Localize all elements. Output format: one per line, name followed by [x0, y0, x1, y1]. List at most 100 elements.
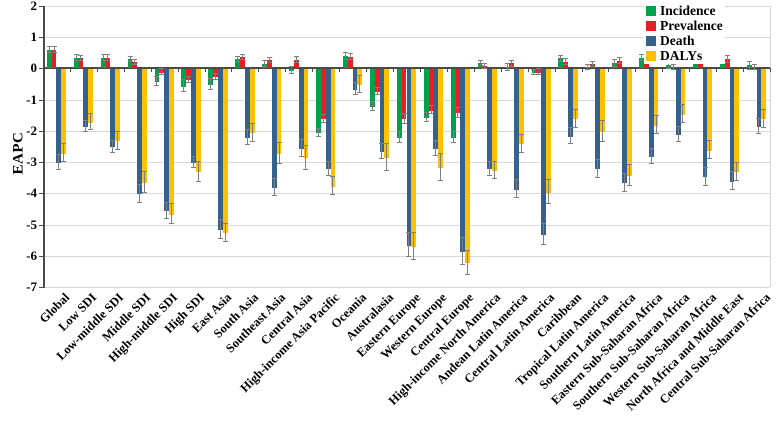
bar-incidence-1 — [73, 57, 79, 69]
error-bar — [612, 59, 618, 67]
error-bar — [110, 140, 116, 153]
error-bar-line — [601, 120, 603, 141]
error-bar — [159, 68, 165, 75]
error-bar — [115, 130, 120, 150]
x-tick — [231, 68, 233, 73]
error-bar — [181, 79, 187, 92]
error-bar-line — [408, 233, 410, 257]
bar-incidence-4 — [154, 69, 160, 82]
x-tick — [662, 68, 664, 73]
y-tick-label: -1 — [26, 91, 37, 107]
error-bar — [83, 119, 89, 133]
bar-incidence-15 — [450, 69, 456, 139]
error-bar-line — [403, 113, 405, 123]
bar-death-0 — [56, 69, 62, 164]
error-bar-line — [547, 180, 549, 204]
error-bar-line — [327, 161, 329, 176]
bar-dalys-6 — [222, 69, 228, 234]
error-bar-line — [511, 61, 513, 66]
error-bar-line — [371, 102, 373, 110]
bar-death-3 — [137, 69, 143, 195]
error-bar — [617, 56, 622, 65]
bar-incidence-6 — [208, 69, 214, 86]
error-bar-line — [102, 54, 104, 61]
error-bar-line — [614, 60, 616, 66]
error-bar-line — [139, 184, 141, 202]
bar-dalys-20 — [599, 69, 605, 132]
error-bar-line — [332, 177, 334, 194]
error-bar-line — [516, 180, 518, 197]
bar-prevalence-3 — [132, 62, 138, 69]
error-bar — [536, 68, 542, 75]
bar-death-26 — [756, 69, 762, 128]
bar-prevalence-10 — [320, 69, 326, 120]
error-bar — [460, 237, 466, 266]
error-bar — [487, 160, 493, 177]
error-bar-line — [322, 114, 324, 123]
error-bar-line — [344, 53, 346, 59]
bar-dalys-25 — [734, 69, 740, 173]
bar-death-20 — [594, 69, 600, 170]
bar-death-23 — [675, 69, 681, 135]
error-bar-line — [533, 70, 535, 75]
error-bar — [190, 155, 196, 169]
error-bar-line — [376, 88, 378, 94]
legend-label-death: Death — [660, 32, 695, 48]
bar-prevalence-1 — [78, 58, 84, 69]
error-bar — [303, 144, 309, 170]
error-bar-line — [80, 56, 82, 61]
y-tick — [39, 6, 43, 7]
error-bar-line — [587, 64, 589, 69]
error-bar — [262, 60, 268, 68]
error-bar — [707, 140, 713, 159]
error-bar — [374, 87, 380, 95]
error-bar-line — [668, 62, 670, 69]
bar-death-13 — [406, 69, 412, 246]
error-bar — [213, 72, 219, 80]
error-bar — [342, 52, 348, 60]
y-tick-label: -4 — [26, 185, 37, 201]
error-bar — [450, 130, 456, 144]
error-bar-line — [300, 140, 302, 156]
error-bar — [154, 76, 160, 86]
error-bar — [724, 55, 730, 63]
error-bar — [621, 173, 627, 192]
bar-death-25 — [729, 69, 735, 182]
x-tick — [69, 68, 71, 73]
error-bar-line — [112, 141, 114, 152]
bar-death-10 — [325, 69, 331, 170]
error-bar-line — [268, 57, 270, 62]
error-bar — [51, 45, 57, 54]
legend-item-incidence: Incidence — [646, 3, 723, 18]
plot-right-border — [770, 6, 771, 287]
error-bar-line — [489, 161, 491, 176]
x-tick — [473, 68, 475, 73]
bar-prevalence-13 — [401, 69, 407, 120]
error-bar — [504, 63, 510, 71]
error-bar-line — [273, 178, 275, 196]
error-bar-line — [569, 127, 571, 144]
error-bar-line — [672, 64, 674, 69]
legend-label-prevalence: Prevalence — [660, 17, 723, 33]
error-bar — [266, 56, 272, 63]
error-bar — [127, 55, 133, 63]
error-bar — [401, 112, 407, 124]
error-bar — [384, 143, 390, 172]
error-bar-line — [493, 161, 495, 179]
legend-label-dalys: DALYs — [660, 47, 703, 63]
error-bar-line — [709, 141, 711, 158]
y-tick-label: -2 — [26, 122, 37, 138]
error-bar-line — [381, 144, 383, 158]
error-bar-line — [246, 130, 248, 144]
error-bar — [563, 57, 569, 66]
error-bar — [585, 63, 591, 70]
x-tick — [608, 68, 610, 73]
error-bar-line — [753, 64, 755, 69]
bar-death-9 — [298, 69, 304, 150]
error-bar-line — [628, 164, 630, 185]
error-bar — [235, 55, 241, 63]
bar-incidence-22 — [639, 57, 645, 69]
error-bar-line — [731, 172, 733, 190]
error-bar-line — [457, 107, 459, 117]
bar-incidence-14 — [423, 69, 429, 118]
